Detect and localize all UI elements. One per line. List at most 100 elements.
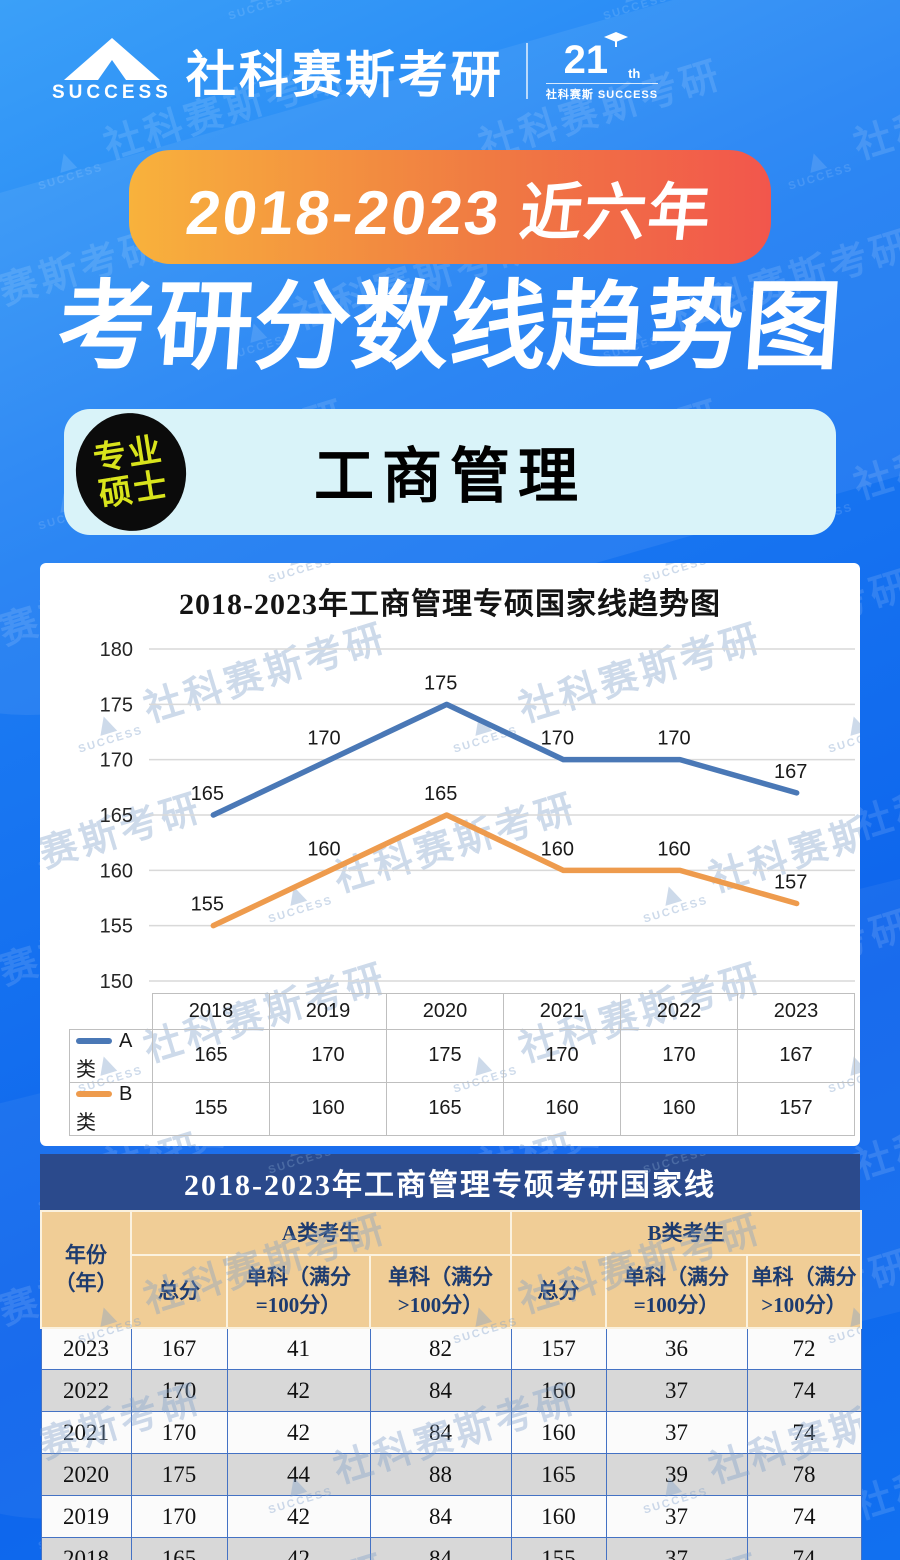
score-row-2020: 2020 175 44 88 165 39 78: [40, 1453, 862, 1497]
main-title: 考研分数线趋势图: [54, 272, 846, 381]
year-header-cell: 2020: [386, 992, 504, 1030]
data-label: 157: [774, 871, 807, 893]
year-cell: 2019: [40, 1495, 132, 1539]
subheader-single100-b: 单科（满分=100分）: [605, 1254, 749, 1329]
score-row-2019: 2019 170 42 84 160 37 74: [40, 1495, 862, 1539]
score-row-2022: 2022 170 42 84 160 37 74: [40, 1369, 862, 1413]
brand-name: 社科赛斯考研: [185, 47, 504, 103]
score-cell: 170: [130, 1495, 228, 1539]
score-cell: 72: [746, 1327, 862, 1371]
graduation-cap-icon: [604, 32, 629, 47]
header: SUCCESS 社科赛斯考研 21 th 社科赛斯 SUCCESS: [0, 0, 900, 116]
brand-logo: SUCCESS: [52, 38, 172, 104]
y-axis-tick: 175: [100, 694, 133, 716]
y-axis-tick: 165: [100, 805, 133, 827]
y-axis-tick: 170: [100, 749, 133, 771]
score-cell: 42: [226, 1537, 371, 1560]
professional-master-badge: 专业 硕士: [67, 404, 195, 539]
mountain-logo-icon: [63, 38, 160, 80]
subheader-single100-a: 单科（满分=100分）: [226, 1254, 371, 1329]
data-label: 160: [307, 838, 340, 860]
data-label: 160: [657, 838, 690, 860]
score-cell: 78: [746, 1453, 862, 1497]
series-line-B类: [210, 811, 800, 929]
legend-value-cell: 165: [386, 1081, 504, 1136]
year-header-cell: 2021: [503, 992, 621, 1030]
series-line-A类: [210, 701, 800, 818]
score-row-2018: 2018 165 42 84 155 37 74: [40, 1537, 862, 1560]
year-cell: 2018: [40, 1537, 132, 1560]
legend-value-cell: 160: [620, 1081, 738, 1136]
year-cell: 2023: [40, 1327, 132, 1371]
score-cell: 84: [369, 1537, 512, 1560]
y-axis-tick: 180: [100, 639, 133, 661]
score-cell: 42: [226, 1411, 371, 1455]
score-table: 年份 （年） A类考生 B类考生 总分 单科（满分=100分） 单科（满分>10…: [40, 1209, 863, 1560]
score-cell: 88: [369, 1453, 512, 1497]
legend-value-cell: 170: [503, 1028, 621, 1083]
anniversary-subtext: 社科赛斯 SUCCESS: [545, 83, 659, 102]
data-label: 165: [191, 783, 224, 805]
data-label: 165: [424, 783, 457, 805]
legend-value-cell: 160: [503, 1081, 621, 1136]
score-cell: 42: [226, 1495, 371, 1539]
legend-value-cell: 157: [737, 1081, 855, 1136]
chart-title: 2018-2023年工商管理专硕国家线趋势图: [179, 587, 721, 621]
score-cell: 37: [605, 1495, 748, 1539]
score-cell: 41: [226, 1327, 371, 1371]
score-cell: 170: [130, 1411, 228, 1455]
legend-value-cell: 165: [152, 1028, 270, 1083]
year-header-cell: 2022: [620, 992, 738, 1030]
data-label: 170: [541, 727, 574, 749]
subheader-total-b: 总分: [510, 1254, 608, 1329]
legend-value-cell: 170: [620, 1028, 738, 1083]
header-divider: [525, 43, 528, 99]
score-cell: 165: [510, 1453, 607, 1497]
score-cell: 74: [746, 1495, 862, 1539]
data-label: 155: [191, 893, 224, 915]
legend-label-B类: B类: [69, 1081, 153, 1136]
legend-swatch-icon: [76, 1038, 112, 1045]
score-cell: 37: [605, 1537, 748, 1560]
score-cell: 37: [605, 1411, 748, 1455]
score-cell: 160: [510, 1369, 607, 1413]
data-label: 170: [657, 727, 690, 749]
legend-value-cell: 175: [386, 1028, 504, 1083]
group-header-a: A类考生: [129, 1209, 513, 1257]
score-cell: 82: [369, 1327, 512, 1371]
subheader-single-over100-a: 单科（满分>100分）: [368, 1254, 513, 1329]
score-cell: 84: [369, 1369, 512, 1413]
year-header-cell: 2023: [737, 992, 855, 1030]
legend-label-A类: A类: [69, 1028, 153, 1083]
score-table-title: 2018-2023年工商管理专硕考研国家线: [40, 1153, 860, 1210]
score-cell: 84: [369, 1411, 512, 1455]
score-cell: 42: [226, 1369, 371, 1413]
year-cell: 2021: [40, 1411, 132, 1455]
year-column-header: 年份 （年）: [40, 1209, 132, 1329]
score-cell: 44: [226, 1453, 371, 1497]
anniversary-logo: 21 th 社科赛斯 SUCCESS: [545, 32, 659, 102]
year-cell: 2022: [40, 1369, 132, 1413]
score-cell: 170: [130, 1369, 228, 1413]
legend-value-cell: 170: [269, 1028, 387, 1083]
score-cell: 84: [369, 1495, 512, 1539]
legend-value-cell: 155: [152, 1081, 270, 1136]
chart-legend-table: 2018 2019 2020 2021 2022 2023 A类 165 170 175 170 17…: [69, 992, 855, 1136]
y-axis-tick: 155: [100, 915, 133, 937]
score-cell: 74: [746, 1411, 862, 1455]
score-section: 2018-2023年工商管理专硕考研国家线 年份 （年） A类考生 B类考生: [40, 1153, 863, 1560]
data-label: 175: [424, 672, 457, 694]
y-axis-tick: 160: [100, 860, 133, 882]
score-cell: 167: [130, 1327, 228, 1371]
score-table-body: 2023 167 41 82 157 36 72 2022 170 42 84 160 37 74 2021…: [40, 1327, 862, 1560]
years-banner-text: 2018-2023 近六年: [182, 179, 716, 248]
legend-swatch-icon: [76, 1091, 112, 1098]
year-header-cell: 2018: [152, 992, 270, 1030]
score-row-2023: 2023 167 41 82 157 36 72: [40, 1327, 862, 1371]
logo-success-text: SUCCESS: [52, 82, 172, 103]
anniversary-21: 21: [563, 38, 609, 82]
score-row-2021: 2021 170 42 84 160 37 74: [40, 1411, 862, 1455]
subject-box: 专业 硕士 工商管理: [64, 404, 836, 539]
legend-value-cell: 160: [269, 1081, 387, 1136]
